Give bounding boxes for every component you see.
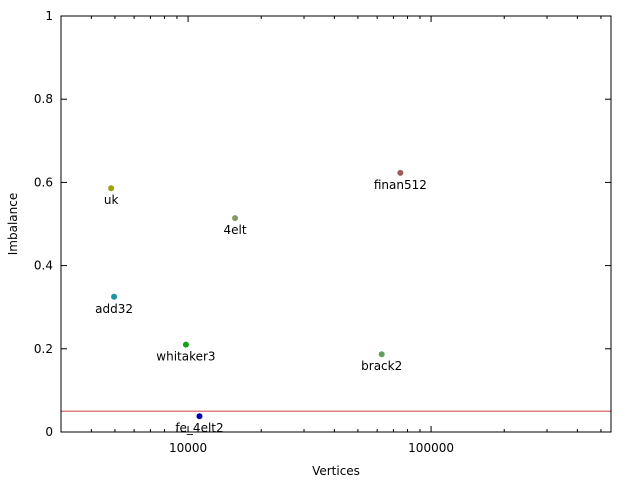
data-label-4elt: 4elt	[224, 223, 247, 237]
y-tick-label: 0.6	[34, 175, 53, 189]
data-point-finan512	[397, 169, 404, 176]
data-label-add32: add32	[95, 302, 133, 316]
plot-frame	[60, 15, 612, 433]
data-label-brack2: brack2	[361, 359, 402, 373]
data-label-fe_4elt2: fe_4elt2	[175, 421, 223, 435]
x-axis-label: Vertices	[312, 464, 360, 478]
x-tick-label: 100000	[408, 441, 454, 455]
y-tick-label: 0.4	[34, 259, 53, 273]
data-point-uk	[108, 185, 115, 192]
y-tick-label: 0	[45, 425, 53, 439]
ticks-layer: 0 0.2 0.4 0.6 0.8 1 10000 100000	[34, 9, 611, 455]
x-tick-label: 10000	[169, 441, 207, 455]
y-tick-label: 0.8	[34, 92, 53, 106]
y-tick-label: 1	[45, 9, 53, 23]
data-point-whitaker3	[182, 341, 189, 348]
data-point-brack2	[378, 351, 385, 358]
y-tick-label: 0.2	[34, 342, 53, 356]
data-label-finan512: finan512	[374, 178, 427, 192]
data-label-uk: uk	[104, 193, 119, 207]
data-point-add32	[111, 293, 118, 300]
data-point-fe_4elt2	[196, 413, 203, 420]
data-label-whitaker3: whitaker3	[156, 350, 215, 364]
y-axis-label: Imbalance	[6, 193, 20, 255]
data-point-4elt	[232, 215, 239, 222]
points-layer: uk add32 whitaker3 fe_4elt2 4elt brack2 finan5…	[95, 169, 427, 435]
